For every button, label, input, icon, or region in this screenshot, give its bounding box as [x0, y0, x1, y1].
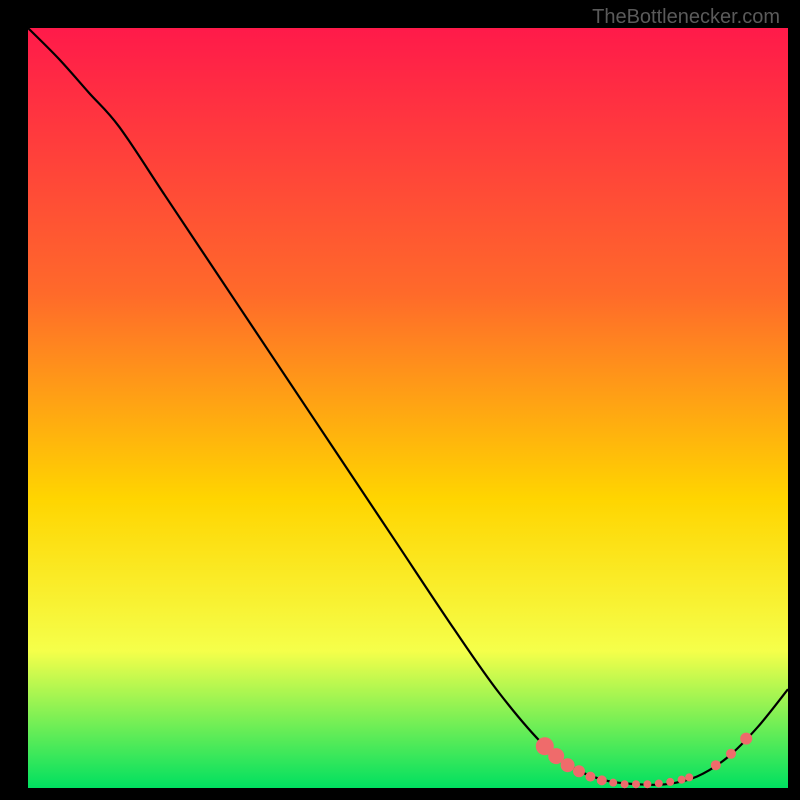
data-marker: [597, 775, 607, 785]
data-marker: [643, 780, 651, 788]
data-marker: [561, 758, 575, 772]
data-marker: [609, 779, 617, 787]
data-marker: [678, 776, 686, 784]
data-marker: [711, 760, 721, 770]
data-marker: [621, 780, 629, 788]
data-marker: [726, 749, 736, 759]
data-marker: [655, 779, 663, 787]
data-marker: [632, 780, 640, 788]
bottleneck-curve-chart: [0, 0, 800, 800]
watermark-text: TheBottlenecker.com: [592, 6, 780, 29]
data-marker: [585, 772, 595, 782]
data-marker: [740, 733, 752, 745]
data-marker: [573, 765, 585, 777]
data-marker: [685, 773, 693, 781]
data-marker: [666, 778, 674, 786]
plot-background: [28, 28, 788, 788]
chart-container: TheBottlenecker.com: [0, 0, 800, 800]
